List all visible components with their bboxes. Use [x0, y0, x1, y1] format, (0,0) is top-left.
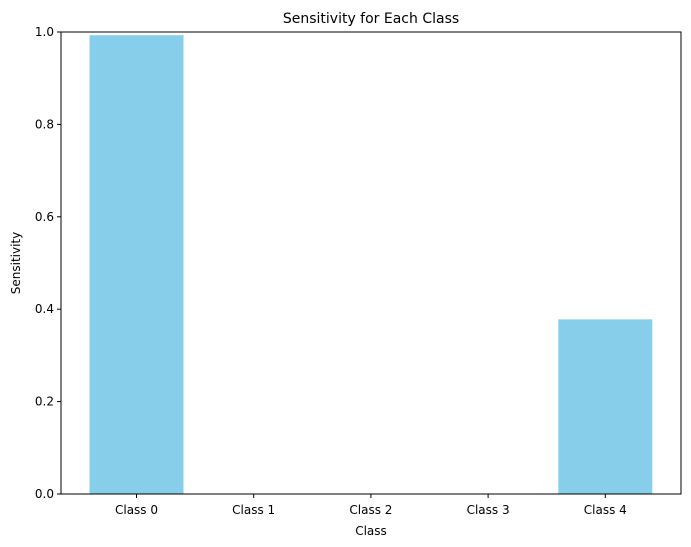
bars-group: [89, 35, 653, 494]
y-tick-label: 1.0: [35, 25, 54, 39]
y-tick-label: 0.4: [35, 302, 54, 316]
bar-class-0: [89, 35, 184, 494]
y-tick-label: 0.0: [35, 487, 54, 501]
x-tick-label: Class 4: [584, 503, 627, 517]
x-tick-label: Class 1: [232, 503, 275, 517]
x-axis-label: Class: [355, 524, 387, 538]
y-tick-label: 0.6: [35, 210, 54, 224]
bar-class-4: [558, 319, 653, 494]
x-axis-ticks: Class 0 Class 1 Class 2 Class 3 Class 4: [115, 494, 627, 517]
y-axis-label: Sensitivity: [9, 232, 23, 294]
chart-title: Sensitivity for Each Class: [283, 11, 459, 27]
y-axis-ticks: 0.0 0.2 0.4 0.6 0.8 1.0: [35, 25, 61, 501]
y-tick-label: 0.2: [35, 395, 54, 409]
plot-frame: [60, 31, 682, 495]
x-tick-label: Class 2: [349, 503, 392, 517]
y-tick-label: 0.8: [35, 117, 54, 131]
x-tick-label: Class 0: [115, 503, 158, 517]
x-tick-label: Class 3: [467, 503, 510, 517]
